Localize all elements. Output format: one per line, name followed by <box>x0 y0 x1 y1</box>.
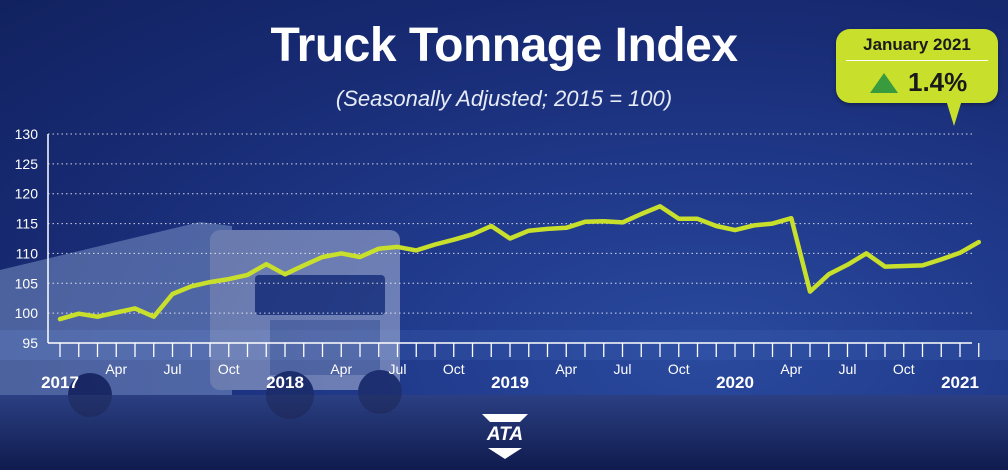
x-month-label: Oct <box>668 361 690 377</box>
callout-pointer <box>946 100 962 126</box>
x-year-label: 2018 <box>266 373 304 392</box>
latest-change-callout: January 2021 1.4% <box>836 29 998 103</box>
ata-logo-mark <box>482 414 528 459</box>
x-month-label: Jul <box>614 361 632 377</box>
y-tick-label: 95 <box>22 335 38 351</box>
x-month-label: Oct <box>893 361 915 377</box>
x-month-label: Oct <box>443 361 465 377</box>
chart-title: Truck Tonnage Index <box>270 19 738 72</box>
series-layer <box>57 204 982 322</box>
y-tick-label: 115 <box>16 216 39 232</box>
x-year-label: 2021 <box>941 373 979 392</box>
x-year-label: 2019 <box>491 373 529 392</box>
x-year-label: 2020 <box>716 373 754 392</box>
callout-change-value: 1.4% <box>908 67 968 97</box>
horizon-glow <box>0 330 1008 360</box>
y-tick-label: 130 <box>15 126 39 142</box>
ata-logo: ATA <box>478 410 532 460</box>
y-tick-label: 100 <box>15 305 39 321</box>
truck-silhouette <box>0 222 402 419</box>
y-tick-label: 110 <box>16 245 39 261</box>
y-axis: 95 100 105 110 115 120 125 130 <box>15 126 49 351</box>
x-month-label: Apr <box>780 361 802 377</box>
x-month-label: Apr <box>330 361 352 377</box>
ata-logo-text: ATA <box>486 424 524 445</box>
series-line <box>57 204 982 322</box>
chart-subtitle: (Seasonally Adjusted; 2015 = 100) <box>335 86 673 111</box>
callout-month: January 2021 <box>863 35 971 54</box>
x-month-label: Jul <box>839 361 857 377</box>
x-month-label: Jul <box>389 361 407 377</box>
x-month-label: Oct <box>218 361 240 377</box>
callout-divider <box>846 60 988 61</box>
x-month-label: Jul <box>164 361 182 377</box>
x-month-label: Apr <box>105 361 127 377</box>
up-arrow-icon <box>870 73 898 93</box>
x-year-label: 2017 <box>41 373 79 392</box>
x-month-label: Apr <box>555 361 577 377</box>
y-tick-label: 105 <box>15 275 39 291</box>
y-tick-label: 125 <box>15 156 39 172</box>
x-axis: 2017 Apr Jul Oct 2018 Apr Jul Oct 2019 Apr Jul Oct 2… <box>41 342 980 392</box>
y-tick-label: 120 <box>15 186 39 202</box>
